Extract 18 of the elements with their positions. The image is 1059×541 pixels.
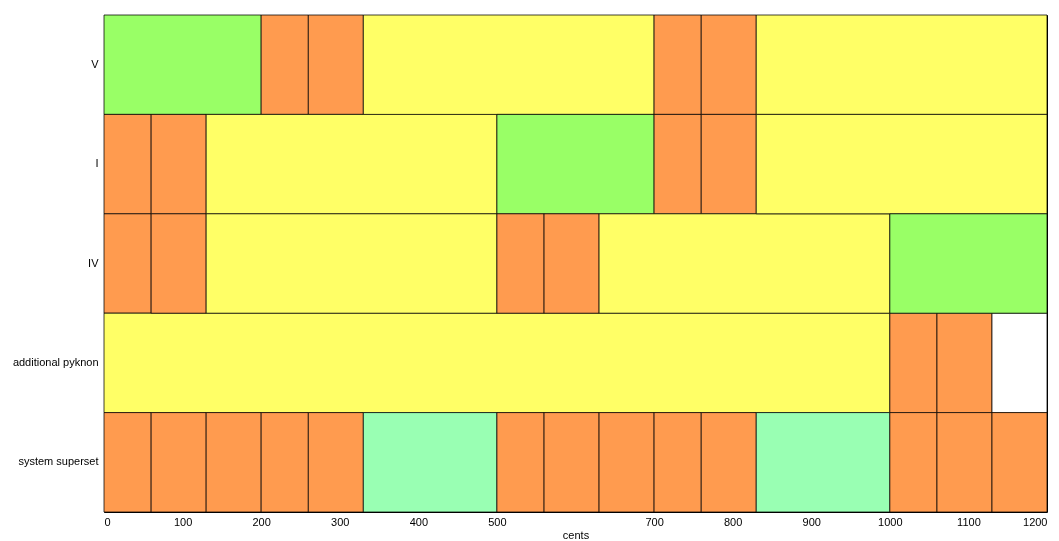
x-tick-label: 800 [723, 515, 743, 528]
y-tick-label: IV [88, 256, 100, 269]
y-tick-label: I [95, 157, 99, 170]
x-tick-label: 0 [104, 515, 111, 528]
y-tick-label: additional pyknon [12, 355, 99, 368]
x-tick-label: 100 [173, 515, 193, 528]
x-tick-label: 400 [409, 515, 429, 528]
x-tick-label: 1100 [957, 515, 981, 528]
y-tick-label: system superset [18, 455, 99, 468]
x-tick-label: 1200 [1023, 515, 1048, 528]
x-tick-label: 900 [802, 515, 821, 528]
x-tick-label: 500 [488, 515, 507, 528]
x-tick-label: 200 [252, 515, 271, 528]
x-tick-label: 1000 [878, 515, 903, 528]
x-axis-title: cents [562, 528, 590, 541]
x-tick-label: 300 [331, 515, 350, 528]
x-tick-label: 700 [645, 515, 664, 528]
y-tick-label: V [91, 57, 100, 70]
